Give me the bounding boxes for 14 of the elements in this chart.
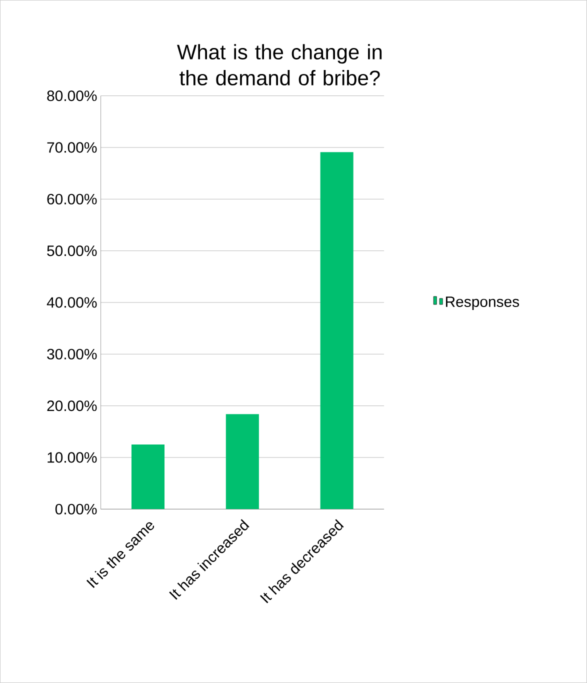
y-tick-label: 60.00%	[47, 194, 97, 204]
bar	[320, 152, 354, 510]
bar	[226, 414, 259, 510]
y-tick-label: 0.00%	[55, 504, 97, 514]
y-tick-label: 20.00%	[47, 400, 97, 412]
y-tick-label: 10.00%	[48, 452, 97, 463]
y-tick-label: 70.00%	[47, 142, 97, 153]
bar	[132, 444, 165, 510]
y-tick-label: 80.00%	[47, 90, 97, 102]
y-tick-label: 40.00%	[46, 297, 97, 308]
y-tick-label: 30.00%	[47, 348, 97, 360]
y-tick-label: 50.00%	[47, 245, 97, 256]
legend-label: Responses	[446, 296, 520, 310]
chart-title: What is the change in the demand of bribe?	[177, 44, 382, 86]
